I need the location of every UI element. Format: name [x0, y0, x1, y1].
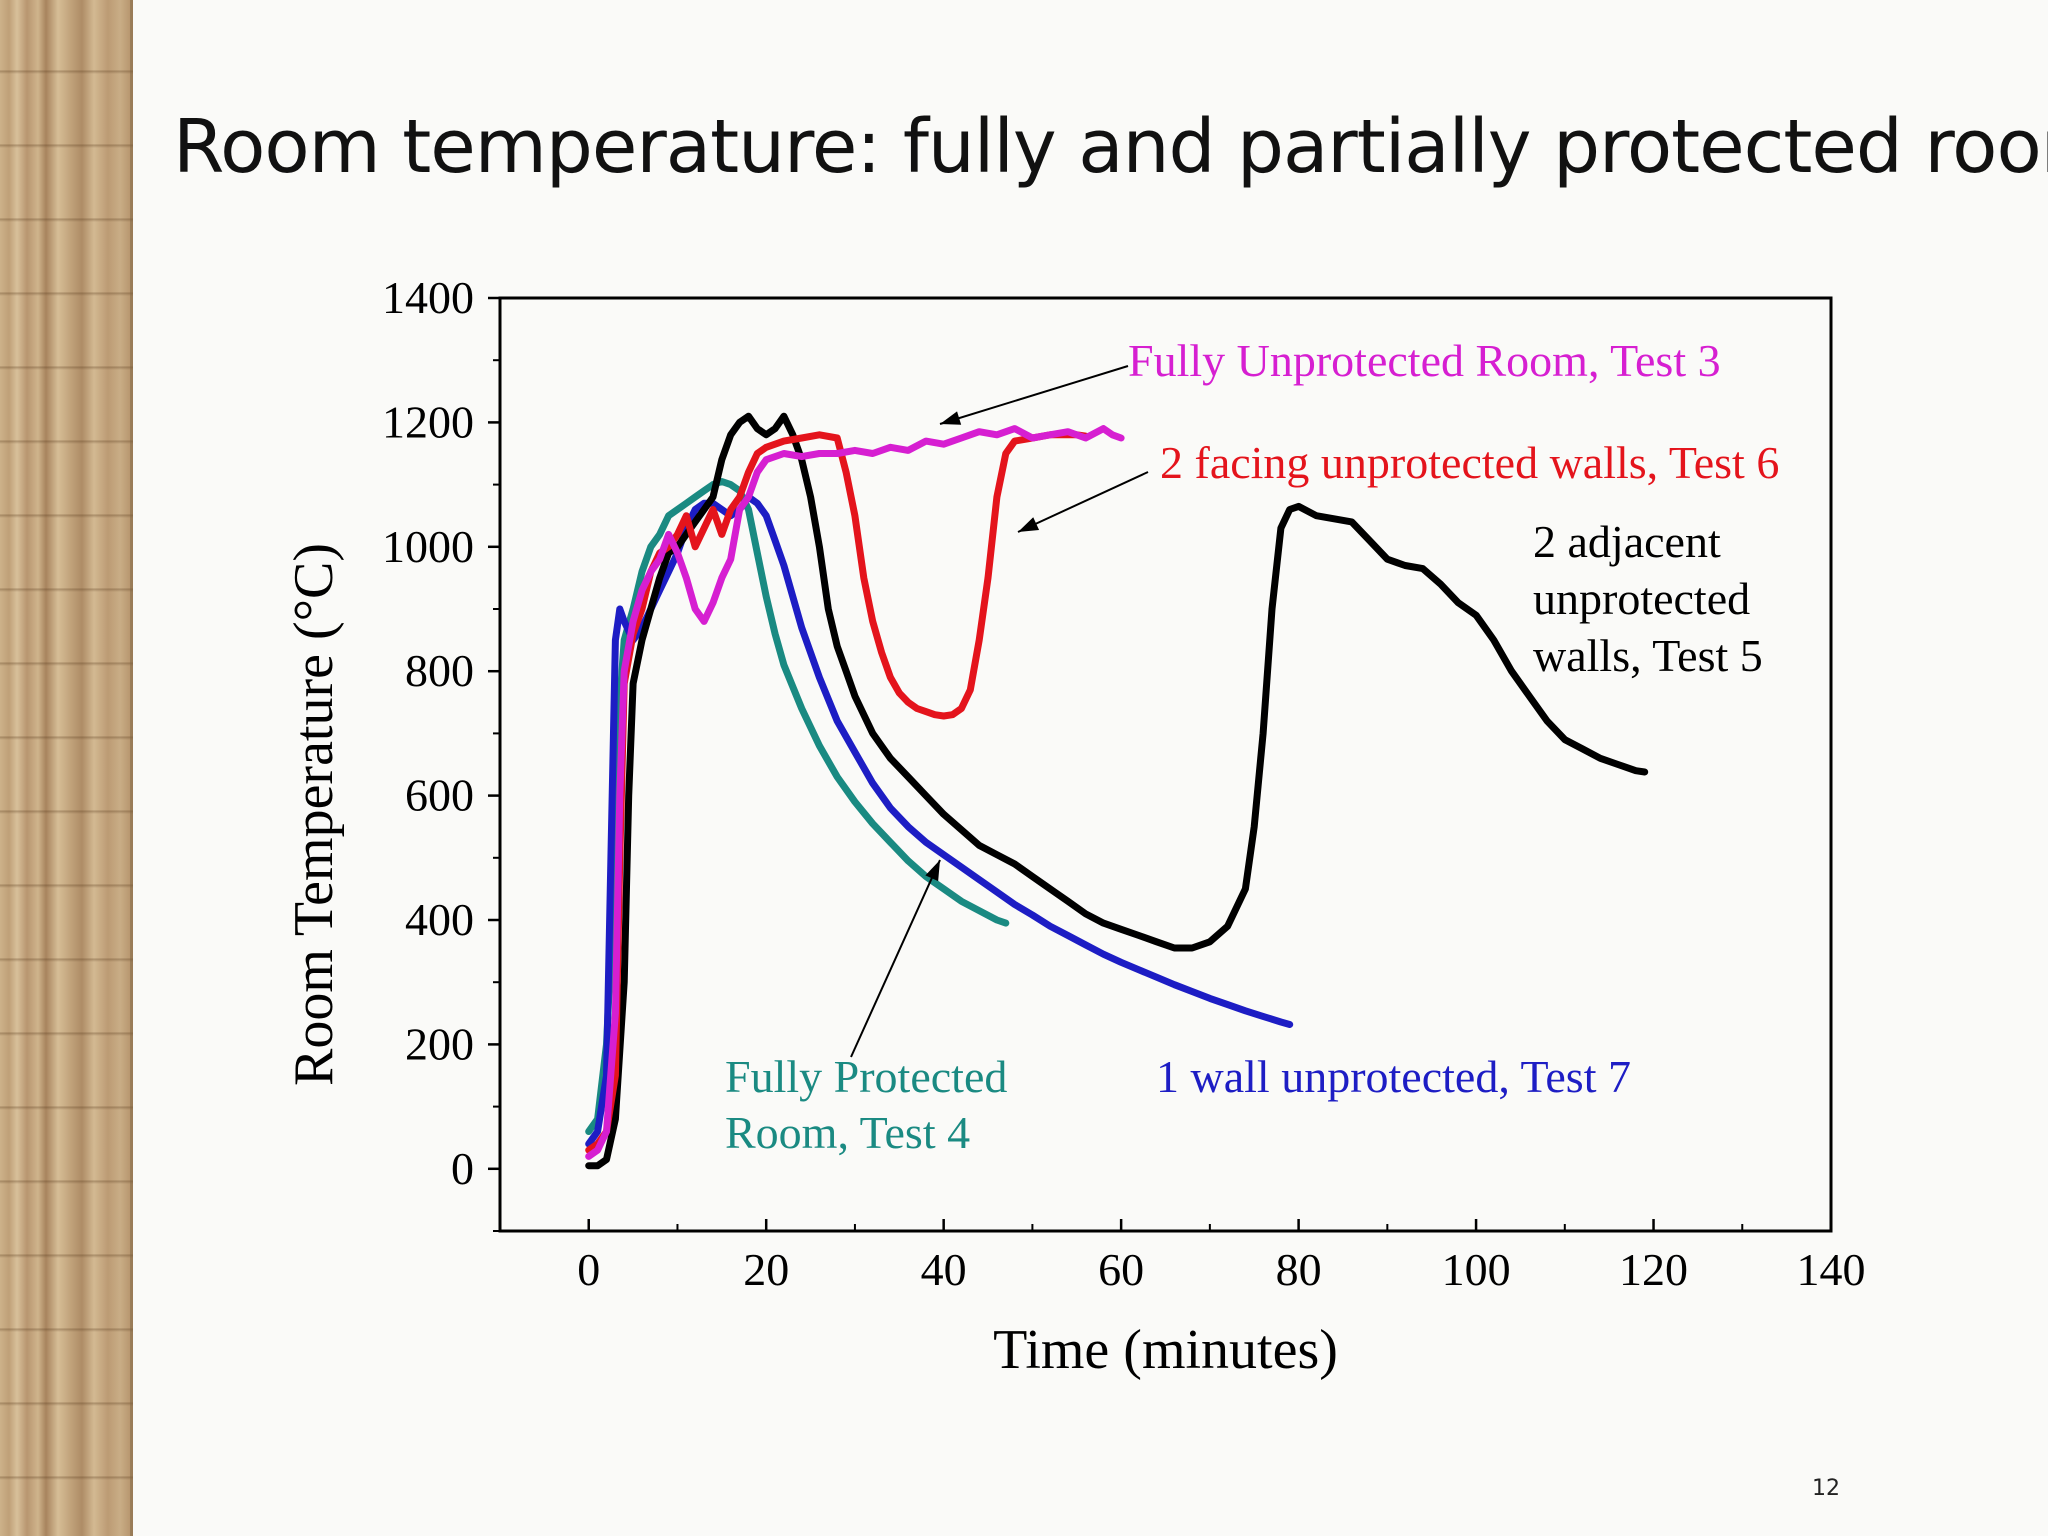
slide-title: Room temperature: fully and partially pr…	[173, 104, 2048, 190]
arrow-head	[940, 411, 962, 425]
x-axis-label: Time (minutes)	[993, 1319, 1338, 1381]
series-line	[585, 412, 1649, 1170]
x-tick-label: 0	[577, 1244, 600, 1295]
y-axis-label: Room Temperature (°C)	[283, 543, 345, 1086]
series-annotation: 1 wall unprotected, Test 7	[1156, 1051, 1631, 1102]
series-annotation: walls, Test 5	[1533, 630, 1763, 681]
x-tick-label: 40	[921, 1244, 967, 1295]
series-layer	[585, 412, 1649, 1170]
y-tick-label: 800	[405, 645, 474, 696]
x-tick-label: 120	[1619, 1244, 1688, 1295]
y-tick-label: 600	[405, 770, 474, 821]
series-annotation: Fully Unprotected Room, Test 3	[1128, 335, 1721, 386]
y-tick-label: 200	[405, 1018, 474, 1069]
series-line	[585, 425, 1125, 1160]
y-tick-label: 1400	[382, 272, 474, 323]
y-tick-label: 1200	[382, 396, 474, 447]
series-annotation: 2 adjacent	[1533, 516, 1721, 567]
wood-texture-border	[0, 0, 133, 1536]
y-tick-label: 1000	[382, 521, 474, 572]
plot-frame	[498, 296, 1833, 1233]
y-tick-label: 0	[451, 1143, 474, 1194]
arrow-line	[1017, 471, 1149, 533]
y-tick-label: 400	[405, 894, 474, 945]
arrow-line	[850, 859, 941, 1058]
arrow-line	[939, 365, 1129, 425]
x-tick-label: 80	[1276, 1244, 1322, 1295]
arrow-head	[1018, 517, 1040, 532]
x-tick-label: 60	[1098, 1244, 1144, 1295]
series-annotation: Fully Protected	[725, 1051, 1007, 1102]
series-annotation: Room, Test 4	[725, 1107, 970, 1158]
series-annotation: 2 facing unprotected walls, Test 6	[1160, 437, 1779, 488]
page-number: 12	[1812, 1476, 1840, 1501]
x-tick-label: 20	[743, 1244, 789, 1295]
series-annotation: unprotected	[1533, 573, 1750, 624]
annotation-layer: Fully Unprotected Room, Test 3 2 facing u…	[725, 335, 1779, 1158]
chart-axes: 0 20 40 60 80 100 120 1400200400600800100012001…	[283, 272, 1866, 1381]
x-tick-label: 140	[1797, 1244, 1866, 1295]
arrow-head	[925, 860, 940, 882]
x-tick-label: 100	[1442, 1244, 1511, 1295]
